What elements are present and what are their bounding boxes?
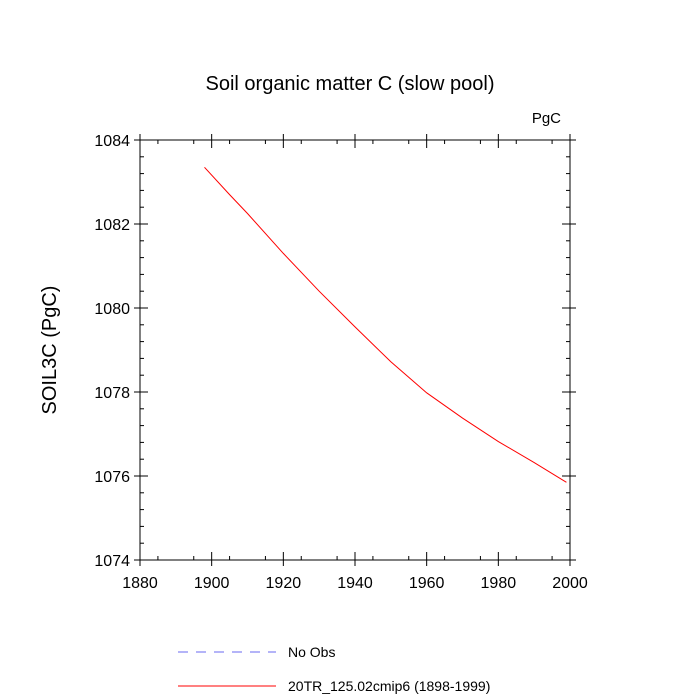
legend: No Obs 20TR_125.02cmip6 (1898-1999) [178,644,490,694]
series-line-1 [204,166,567,483]
y-tick-label: 1076 [94,469,130,486]
y-axis-label: SOIL3C (PgC) [39,286,61,415]
legend-label-1: 20TR_125.02cmip6 (1898-1999) [288,678,490,694]
x-tick-label: 1920 [266,575,302,592]
x-tick-label: 1960 [409,575,445,592]
x-tick-label: 1900 [194,575,230,592]
legend-label-0: No Obs [288,644,335,660]
chart-title: Soil organic matter C (slow pool) [206,73,495,95]
y-tick-label: 1084 [94,133,130,150]
axis-tick-labels: 1880 1900 1920 1940 1960 1980 2000 1074 1076 1078… [94,133,587,592]
y-tick-label: 1074 [94,553,130,570]
x-tick-label: 1940 [337,575,373,592]
series-group [204,166,567,483]
x-tick-label: 1880 [122,575,158,592]
x-tick-label: 1980 [481,575,517,592]
y-tick-label: 1080 [94,301,130,318]
y-tick-label: 1078 [94,385,130,402]
x-tick-label: 2000 [552,575,588,592]
axis-ticks [134,134,576,566]
plot-frame [139,139,571,561]
units-label: PgC [532,110,561,127]
y-tick-label: 1082 [94,217,130,234]
